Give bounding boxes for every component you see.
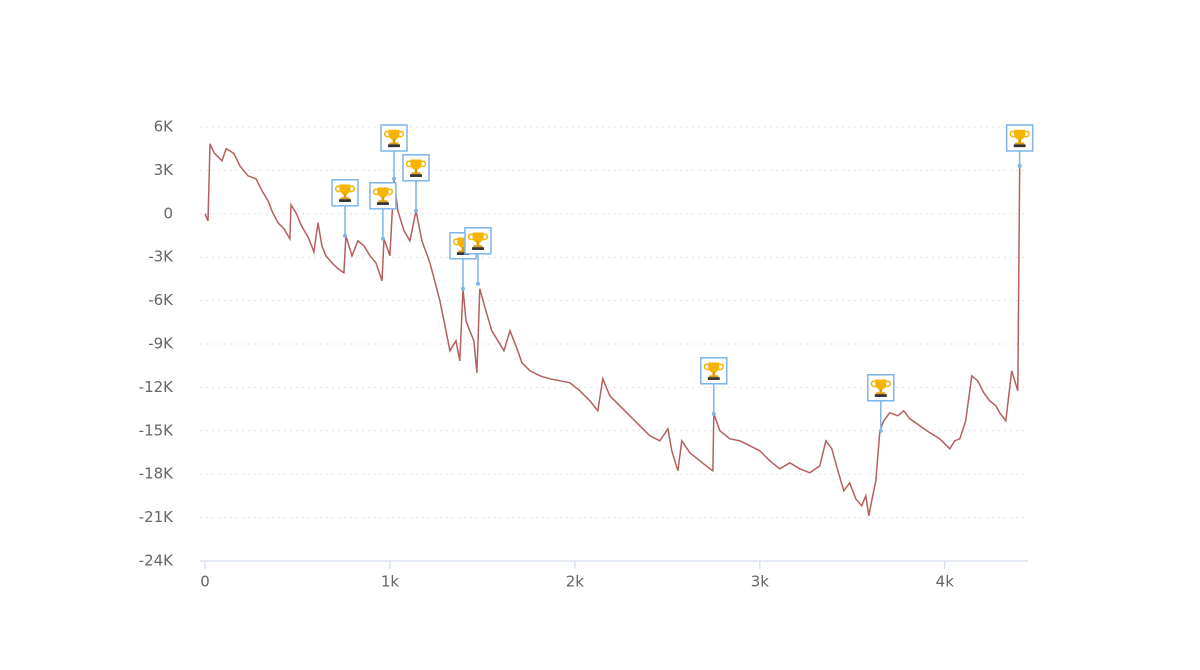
trophy-flag [464, 227, 492, 286]
flag-point [460, 286, 465, 291]
y-tick-label: 6K [154, 118, 175, 136]
trophy-flag [402, 154, 430, 213]
flag-point [342, 233, 347, 238]
flag-point [878, 428, 883, 433]
y-tick-label: -24K [139, 552, 174, 570]
flag-point [392, 176, 397, 181]
y-tick-label: -21K [139, 508, 174, 526]
flag-point [380, 236, 385, 241]
trophy-flag [369, 182, 397, 241]
trophy-flag [331, 179, 359, 238]
y-tick-label: -15K [139, 421, 174, 439]
flag-point [711, 411, 716, 416]
y-tick-label: -12K [139, 378, 174, 396]
y-tick-label: -9K [148, 335, 174, 353]
x-tick-label: 1k [381, 573, 400, 591]
y-tick-label: 3K [154, 161, 175, 179]
trophy-flag [380, 124, 408, 181]
x-tick-label: 3k [751, 573, 770, 591]
x-tick-label: 0 [200, 573, 210, 591]
trophy-flag [1005, 124, 1034, 168]
y-tick-label: 0 [163, 204, 173, 222]
x-tick-label: 2k [566, 573, 585, 591]
flag-point [475, 281, 480, 286]
y-tick-label: -18K [139, 465, 174, 483]
y-tick-label: -6K [148, 291, 174, 309]
flag-point [414, 208, 419, 213]
trophy-flag [867, 374, 895, 433]
x-tick-label: 4k [936, 573, 955, 591]
y-tick-label: -3K [148, 248, 174, 266]
data-line [204, 143, 1021, 516]
trophy-flag [700, 357, 728, 416]
flag-point [1017, 163, 1022, 168]
